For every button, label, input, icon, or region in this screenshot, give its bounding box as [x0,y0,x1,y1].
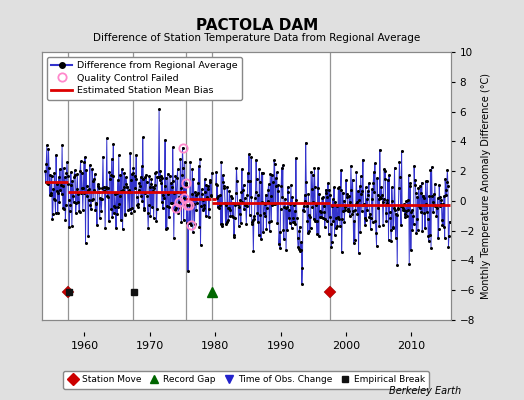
Y-axis label: Monthly Temperature Anomaly Difference (°C): Monthly Temperature Anomaly Difference (… [481,73,490,299]
Legend: Station Move, Record Gap, Time of Obs. Change, Empirical Break: Station Move, Record Gap, Time of Obs. C… [63,371,429,389]
Text: Berkeley Earth: Berkeley Earth [389,386,461,396]
Text: Difference of Station Temperature Data from Regional Average: Difference of Station Temperature Data f… [93,33,420,43]
Legend: Difference from Regional Average, Quality Control Failed, Estimated Station Mean: Difference from Regional Average, Qualit… [47,57,242,100]
Text: PACTOLA DAM: PACTOLA DAM [195,18,318,34]
